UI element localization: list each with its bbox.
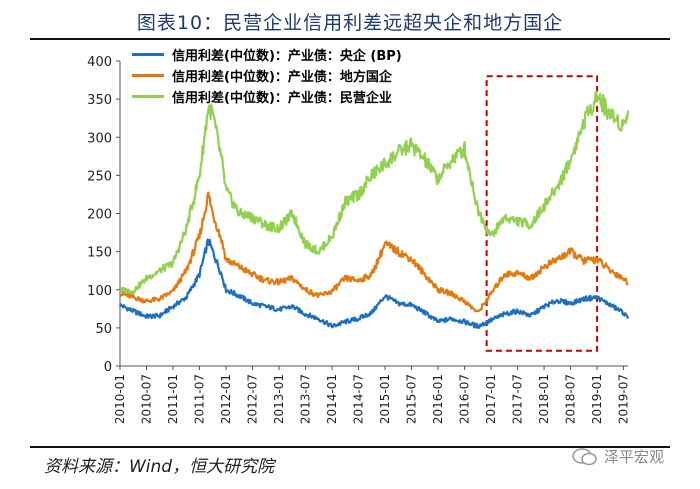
y-tick-label: 300 bbox=[87, 131, 112, 146]
y-tick-label: 400 bbox=[87, 55, 112, 70]
series-2 bbox=[119, 90, 630, 295]
x-tick-label: 2016-01 bbox=[431, 374, 445, 424]
y-tick-label: 0 bbox=[104, 360, 112, 375]
line-chart: 0 50 100 150 200 250 300 350 400 2010-01 2010-07 20… bbox=[87, 55, 630, 424]
highlight-box bbox=[485, 75, 599, 352]
x-tick-label: 2018-07 bbox=[564, 374, 578, 424]
x-tick-label: 2011-07 bbox=[193, 374, 207, 424]
legend-label: 信用利差(中位数)：产业债：民营企业 bbox=[172, 91, 392, 106]
x-tick-label: 2010-01 bbox=[113, 374, 127, 424]
x-tick-label: 2017-01 bbox=[484, 374, 498, 424]
x-tick-label: 2012-07 bbox=[246, 374, 260, 424]
x-tick-label: 2017-07 bbox=[511, 374, 525, 424]
x-tick-label: 2014-01 bbox=[325, 374, 339, 424]
x-tick-label: 2015-01 bbox=[378, 374, 392, 424]
title-rule bbox=[30, 38, 670, 40]
legend-item: 信用利差(中位数)：产业债：民营企业 bbox=[132, 86, 402, 107]
x-tick-label: 2014-07 bbox=[352, 374, 366, 424]
x-tick-label: 2019-01 bbox=[590, 374, 604, 424]
series-0 bbox=[118, 238, 630, 329]
legend-item: 信用利差(中位数)：产业债：地方国企 bbox=[132, 65, 402, 86]
legend-label: 信用利差(中位数)：产业债：央企 (BP) bbox=[172, 49, 402, 64]
series-layer bbox=[118, 90, 630, 329]
x-tick-label: 2018-01 bbox=[537, 374, 551, 424]
y-tick-label: 150 bbox=[87, 246, 112, 261]
chart-axes: 0 50 100 150 200 250 300 350 400 2010-01 2010-07 20… bbox=[87, 55, 630, 424]
series-1 bbox=[119, 191, 629, 313]
x-tick-label: 2010-07 bbox=[140, 374, 154, 424]
x-tick-label: 2011-01 bbox=[166, 374, 180, 424]
x-tick-label: 2015-07 bbox=[405, 374, 419, 424]
y-tick-label: 50 bbox=[95, 322, 112, 337]
figure-title: 图表10：民营企业信用利差远超央企和地方国企 bbox=[136, 12, 564, 34]
legend-swatch bbox=[132, 95, 164, 98]
x-tick-label: 2013-01 bbox=[272, 374, 286, 424]
highlight-layer bbox=[485, 75, 599, 352]
x-tick-label: 2012-01 bbox=[219, 374, 233, 424]
x-tick-label: 2019-07 bbox=[617, 374, 631, 424]
series-line bbox=[118, 238, 630, 329]
footer-rule bbox=[30, 446, 670, 448]
wechat-icon bbox=[572, 447, 597, 465]
watermark-text: 泽平宏观 bbox=[604, 448, 665, 466]
legend: 信用利差(中位数)：产业债：央企 (BP) 信用利差(中位数)：产业债：地方国企… bbox=[132, 44, 402, 107]
x-tick-label: 2016-07 bbox=[458, 374, 472, 424]
legend-swatch bbox=[132, 53, 164, 56]
legend-label: 信用利差(中位数)：产业债：地方国企 bbox=[172, 70, 392, 85]
y-tick-label: 200 bbox=[87, 208, 112, 223]
y-tick-label: 100 bbox=[87, 284, 112, 299]
watermark: 泽平宏观 bbox=[572, 446, 664, 467]
legend-swatch bbox=[132, 74, 164, 77]
legend-item: 信用利差(中位数)：产业债：央企 (BP) bbox=[132, 44, 402, 65]
x-tick-label: 2013-07 bbox=[299, 374, 313, 424]
series-line bbox=[119, 90, 630, 295]
source-note: 资料来源：Wind，恒大研究院 bbox=[44, 457, 275, 477]
series-line bbox=[119, 191, 629, 313]
y-tick-label: 250 bbox=[87, 169, 112, 184]
y-tick-label: 350 bbox=[87, 93, 112, 108]
